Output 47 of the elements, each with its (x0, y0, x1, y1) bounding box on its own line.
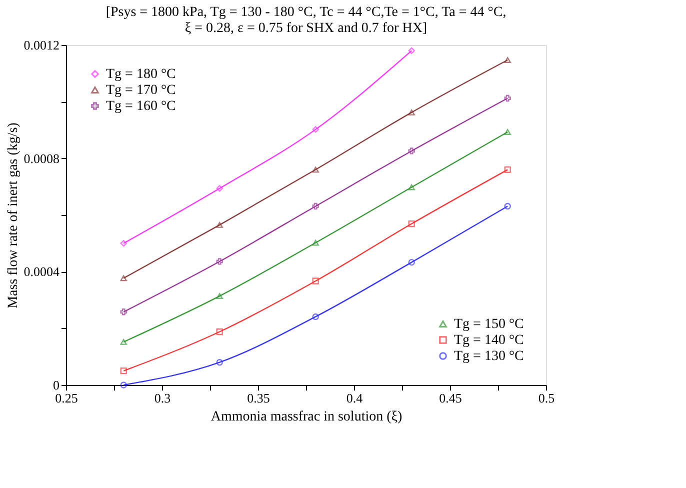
point (312, 202, 319, 210)
x-tick-label: 0.5 (538, 390, 555, 406)
legend-label: Tg = 140 °C (454, 333, 524, 348)
point (408, 109, 415, 116)
point (312, 166, 319, 173)
x-tick-label: 0.3 (154, 390, 171, 406)
text: [Psys = 1800 kPa, Tg = 130 - 180 °C, Tc = 44 °C,Te = 1°C, Ta = 44 °C, (106, 5, 506, 20)
y-axis-title: Mass flow rate of inert gas (kg/s) (6, 122, 21, 308)
point (408, 148, 415, 154)
legend-label: Tg = 180 °C (106, 67, 176, 82)
legend-label: Tg = 130 °C (454, 349, 524, 364)
point (504, 129, 511, 135)
x-tick-label: 0.35 (247, 390, 270, 406)
point (312, 126, 319, 133)
x-tick-label: 0.25 (55, 390, 78, 406)
point (120, 308, 127, 316)
point (312, 240, 319, 246)
legend-label: Tg = 160 °C (106, 99, 176, 114)
point (216, 359, 223, 366)
point (504, 166, 511, 174)
point (408, 184, 415, 190)
point (312, 278, 319, 284)
point (504, 57, 511, 63)
point (120, 275, 127, 282)
point (408, 220, 415, 228)
legend-label: Tg = 150 °C (454, 317, 524, 332)
x-tick-label: 0.4 (346, 390, 364, 406)
point (216, 328, 223, 336)
x-axis-title: Ammonia massfrac in solution (ξ) (210, 410, 402, 424)
point (120, 240, 127, 247)
point (504, 94, 511, 102)
point (120, 367, 127, 374)
x-tick-label: 0.45 (439, 390, 462, 406)
text: ξ = 0.28, ε = 0.75 for SHX and 0.7 for HX] (184, 21, 428, 36)
point (408, 47, 415, 54)
y-tick-label: 0 (53, 378, 60, 392)
legend-label: Tg = 170 °C (106, 83, 176, 98)
point (216, 293, 223, 300)
point (312, 313, 319, 320)
point (120, 338, 127, 345)
point (216, 258, 223, 265)
point (408, 258, 415, 266)
point (216, 185, 223, 192)
point (216, 222, 223, 228)
y-tick-label: 0.0004 (24, 264, 60, 280)
y-tick-label: 0.0008 (24, 150, 60, 166)
y-tick-label: 0.0012 (24, 38, 60, 52)
